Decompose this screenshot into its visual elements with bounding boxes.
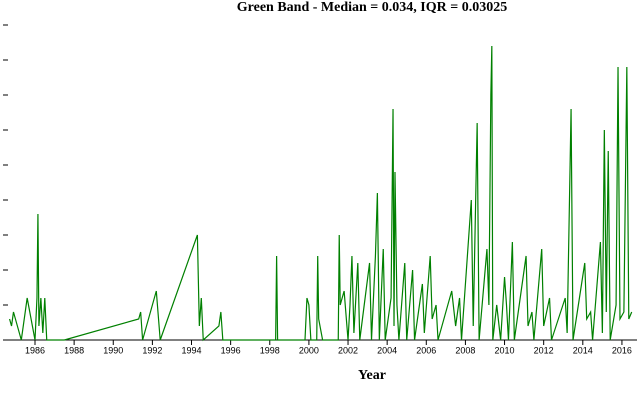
x-tick-label: 1990 [103, 345, 123, 355]
x-tick-label: 1986 [25, 345, 45, 355]
x-tick-label: 1988 [64, 345, 84, 355]
x-axis-label: Year [358, 368, 386, 383]
x-tick-label: 2016 [612, 345, 632, 355]
x-tick-label: 1994 [181, 345, 201, 355]
x-tick-label: 2008 [455, 345, 475, 355]
x-tick-label: 2014 [573, 345, 593, 355]
x-tick-label: 1992 [142, 345, 162, 355]
x-tick-label: 2006 [416, 345, 436, 355]
x-tick-label: 2010 [495, 345, 515, 355]
x-tick-label: 2012 [534, 345, 554, 355]
x-tick-label: 2002 [338, 345, 358, 355]
chart-title: Green Band - Median = 0.034, IQR = 0.030… [237, 0, 507, 15]
x-tick-label: 1998 [260, 345, 280, 355]
data-line [8, 45, 633, 342]
x-tick-label: 2000 [299, 345, 319, 355]
x-tick-label: 2004 [377, 345, 397, 355]
x-tick-label: 1996 [221, 345, 241, 355]
